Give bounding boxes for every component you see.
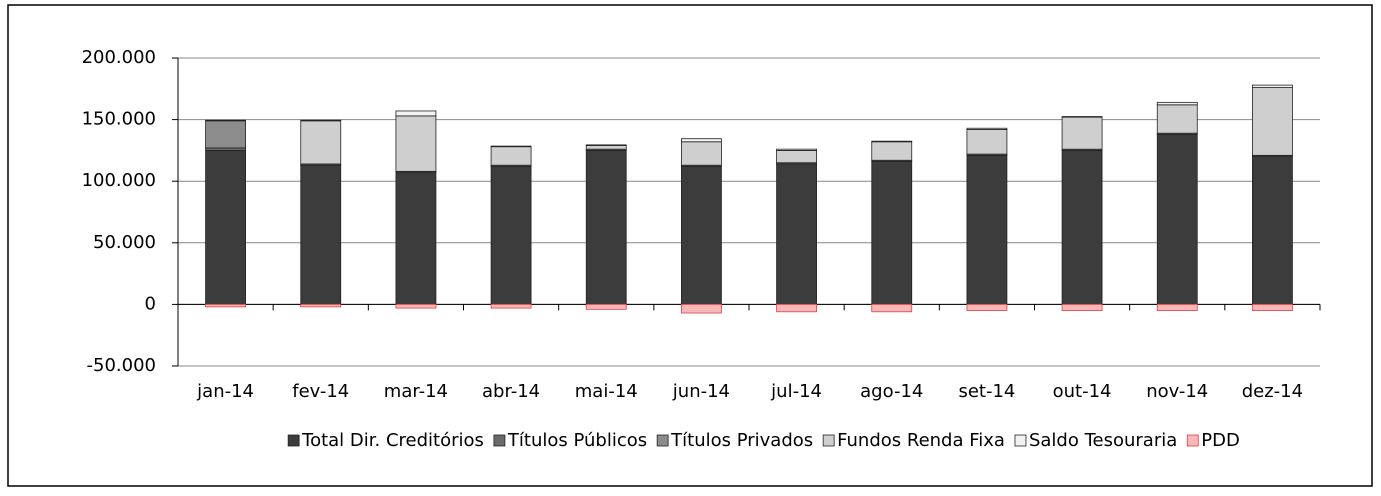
- x-tick-label: ago-14: [860, 381, 923, 402]
- legend-swatch: [1014, 434, 1027, 447]
- bar-segment: [776, 149, 817, 164]
- legend-swatch: [656, 434, 669, 447]
- x-tick-label: abr-14: [482, 381, 540, 402]
- bar-segment: [205, 149, 246, 305]
- bar-segment: [1156, 303, 1198, 311]
- y-tick-label: 100.000: [82, 170, 156, 191]
- legend-label: Total Dir. Creditórios: [301, 430, 484, 451]
- legend-swatch: [287, 434, 300, 447]
- bar-segment: [1061, 303, 1103, 311]
- bar-segment: [1061, 149, 1103, 305]
- bar-segment: [300, 303, 342, 308]
- bar-segment: [681, 166, 722, 305]
- x-tick-label: jun-14: [672, 381, 730, 402]
- x-tick-label: jan-14: [196, 381, 254, 402]
- bar-segment: [300, 164, 342, 305]
- bar-segment: [490, 146, 532, 166]
- bar-segment: [395, 172, 437, 305]
- x-tick-label: mai-14: [575, 381, 638, 402]
- x-tick-label: set-14: [958, 381, 1015, 402]
- y-tick-label: 0: [145, 293, 156, 314]
- bar-segment: [1252, 303, 1293, 311]
- legend-swatch: [1186, 434, 1199, 447]
- bar-segment: [205, 120, 246, 149]
- legend-label: Saldo Tesouraria: [1029, 430, 1177, 451]
- bar-segment: [871, 140, 913, 143]
- bar-segment: [585, 144, 627, 146]
- y-tick-label: 150.000: [82, 109, 156, 130]
- bar-segment: [871, 141, 913, 161]
- legend-swatch: [493, 434, 506, 447]
- legend-swatch: [822, 434, 835, 447]
- y-tick-label: -50.000: [87, 355, 156, 376]
- x-tick-label: fev-14: [292, 381, 349, 402]
- bar-segment: [395, 303, 437, 309]
- bar-segment: [585, 149, 627, 305]
- bar-segment: [1156, 104, 1198, 134]
- bar-segment: [776, 148, 817, 151]
- bar-segment: [966, 129, 1008, 155]
- bar-segment: [585, 145, 627, 150]
- x-tick-label: dez-14: [1242, 381, 1303, 402]
- bar-segment: [490, 166, 532, 305]
- bar-segment: [776, 303, 817, 313]
- bar-segment: [1061, 116, 1103, 118]
- bar-segment: [300, 119, 342, 122]
- bar-segment: [1252, 87, 1293, 156]
- bar-segment: [205, 119, 246, 122]
- legend-label: Fundos Renda Fixa: [837, 430, 1005, 451]
- bar-segment: [1061, 116, 1103, 150]
- bar-segment: [966, 303, 1008, 311]
- bar-segment: [871, 303, 913, 313]
- bar-segment: [681, 138, 722, 143]
- x-tick-label: mar-14: [384, 381, 448, 402]
- bar-segment: [966, 127, 1008, 130]
- x-tick-label: jul-14: [770, 381, 822, 402]
- x-tick-label: out-14: [1053, 381, 1112, 402]
- bar-segment: [966, 154, 1008, 305]
- bar-segment: [776, 163, 817, 305]
- legend-label: Títulos Públicos: [507, 430, 647, 451]
- bar-segment: [490, 303, 532, 309]
- bar-segment: [395, 110, 437, 117]
- bar-segment: [1252, 156, 1293, 305]
- bar-segment: [681, 303, 722, 314]
- y-tick-label: 50.000: [93, 232, 156, 253]
- bar-segment: [1156, 101, 1198, 106]
- bar-segment: [1156, 133, 1198, 305]
- bar-segment: [205, 303, 246, 308]
- legend-label: PDD: [1201, 430, 1240, 451]
- bar-segment: [871, 161, 913, 305]
- bar-segment: [490, 145, 532, 148]
- y-tick-label: 200.000: [82, 47, 156, 68]
- bar-segment: [395, 115, 437, 172]
- bar-segment: [681, 141, 722, 166]
- x-tick-label: nov-14: [1146, 381, 1208, 402]
- bar-segment: [1252, 84, 1293, 88]
- legend-label: Títulos Privados: [670, 430, 813, 451]
- bar-segment: [585, 303, 627, 310]
- bar-segment: [300, 120, 342, 165]
